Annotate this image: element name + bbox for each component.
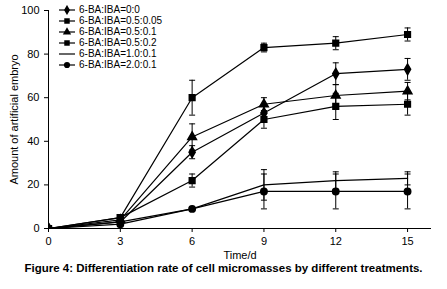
html-text:6-BA:IBA=2.0:0.1: 6-BA:IBA=2.0:0.1 xyxy=(79,59,157,70)
svg-text:20: 20 xyxy=(27,178,39,190)
svg-text:6: 6 xyxy=(189,235,195,247)
svg-text:100: 100 xyxy=(21,4,39,16)
html-text:6-BA:IBA=0.5:0.05: 6-BA:IBA=0.5:0.05 xyxy=(79,15,163,26)
svg-text:9: 9 xyxy=(261,235,267,247)
svg-text:0: 0 xyxy=(45,235,51,247)
html-text:6-BA:IBA=0.5:0.2: 6-BA:IBA=0.5:0.2 xyxy=(79,37,157,48)
html-text:6-BA:IBA=1.0:0.1: 6-BA:IBA=1.0:0.1 xyxy=(79,48,157,59)
html-text:6-BA:IBA=0.5:0.1: 6-BA:IBA=0.5:0.1 xyxy=(79,26,157,37)
svg-text:80: 80 xyxy=(27,48,39,60)
svg-text:12: 12 xyxy=(330,235,342,247)
svg-text:40: 40 xyxy=(27,135,39,147)
svg-text:0: 0 xyxy=(33,222,39,234)
svg-text:Amount of artificial embryo: Amount of artificial embryo xyxy=(8,54,20,184)
svg-text:15: 15 xyxy=(401,235,413,247)
svg-text:Time/d: Time/d xyxy=(223,249,256,261)
svg-text:3: 3 xyxy=(117,235,123,247)
html-text:Figure 4: Differentiation rate: Figure 4: Differentiation rate of cell m… xyxy=(24,262,423,274)
html-text:6-BA:IBA=0:0: 6-BA:IBA=0:0 xyxy=(79,4,140,15)
svg-text:60: 60 xyxy=(27,91,39,103)
